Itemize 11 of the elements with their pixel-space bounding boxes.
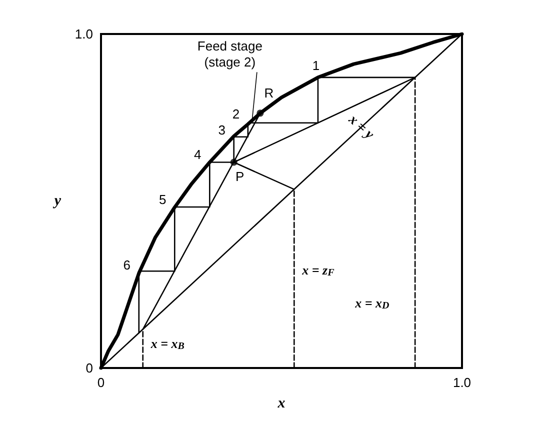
y-axis-title: y [52, 193, 62, 209]
annotation: R [264, 86, 274, 101]
annotation: P [236, 168, 244, 184]
annotation: 5 [159, 192, 166, 207]
x-axis-title: x [276, 396, 286, 412]
annotation: 1 [312, 58, 320, 73]
annotation: 4 [194, 146, 202, 162]
annotation: 2 [232, 106, 240, 122]
annotation: Feed stage (stage 2) [197, 38, 262, 70]
annotation: 3 [218, 122, 226, 138]
annotation: 6 [123, 258, 131, 273]
